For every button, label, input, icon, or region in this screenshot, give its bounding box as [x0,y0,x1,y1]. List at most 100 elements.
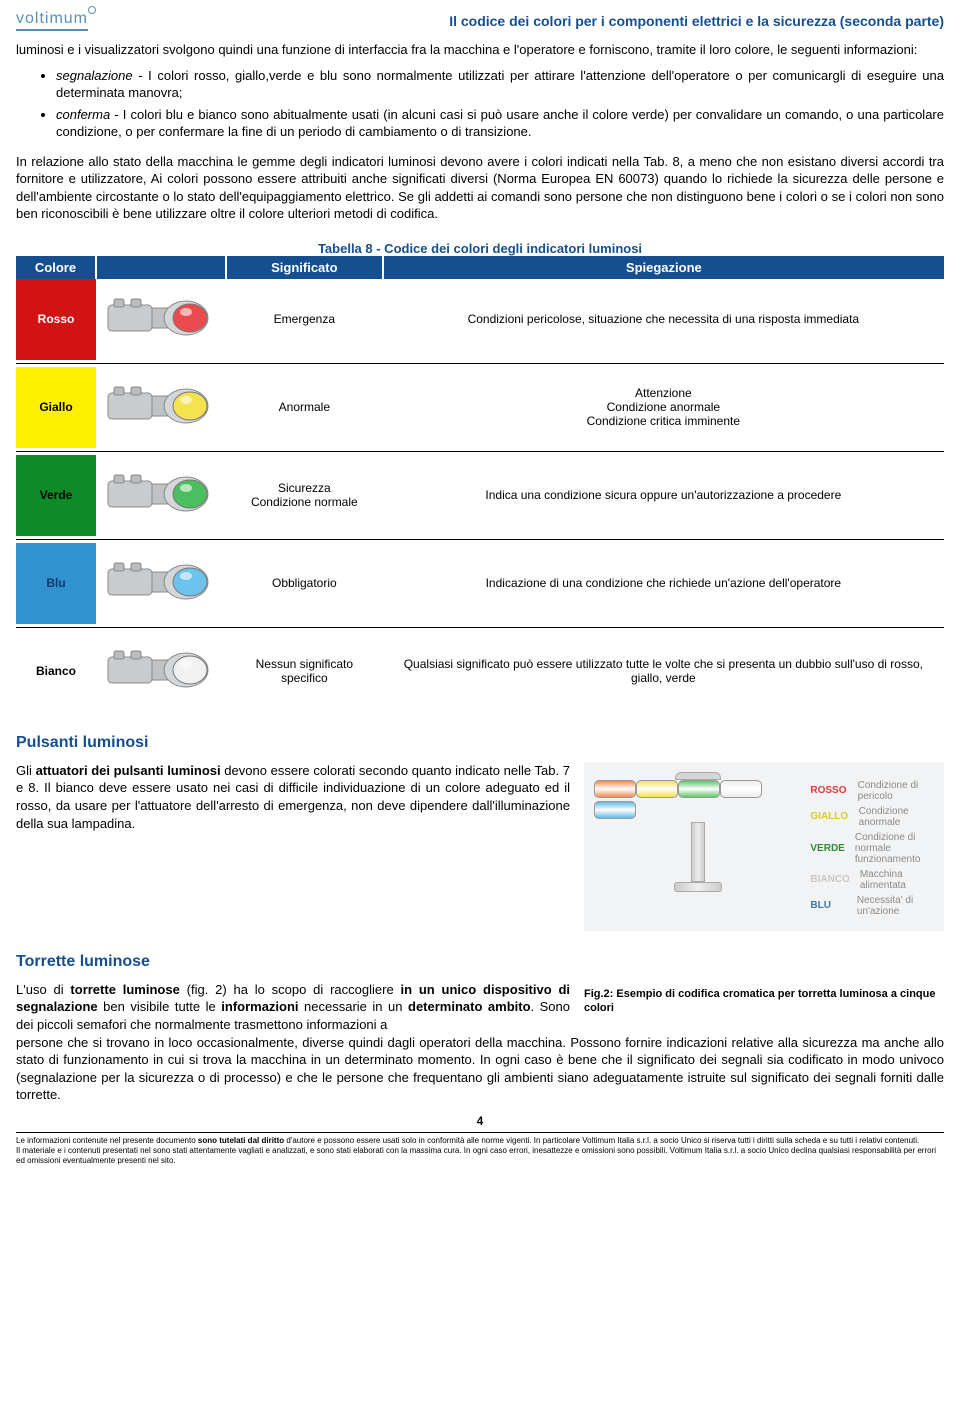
th-image [96,256,226,279]
page-number: 4 [16,1114,944,1128]
th-significato: Significato [226,256,383,279]
doc-title: Il codice dei colori per i componenti el… [449,13,944,29]
th-colore: Colore [16,256,96,279]
tower-base [674,882,722,892]
tower-desc: Condizione di normale funzionamento [855,832,934,865]
tower-desc: Condizione anormale [859,806,934,828]
indicator-cell [96,279,226,360]
significato-cell: Sicurezza Condizione normale [226,455,383,536]
table-row: RossoEmergenzaCondizioni pericolose, sit… [16,279,944,360]
fig2-caption: Fig.2: Esempio di codifica cromatica per… [584,987,944,1016]
bullet-item: segnalazione - I colori rosso, giallo,ve… [56,67,944,102]
tower-label: GIALLO [810,811,848,822]
tower-figure: ROSSO Condizione di pericolo GIALLO Condizi… [584,762,944,931]
f: Le informazioni contenute nel presente d… [16,1136,198,1145]
divider-row [16,624,944,631]
spiegazione-cell: Indicazione di una condizione che richie… [383,543,944,624]
tower-desc: Condizione di pericolo [858,780,934,802]
f: d'autore e possono essere usati solo in … [284,1136,919,1145]
torrette-text-2: persone che si trovano in loco occasiona… [16,1034,944,1104]
t: necessarie in un [299,999,408,1014]
pulsanti-text: Gli attuatori dei pulsanti luminosi devo… [16,762,570,931]
paragraph-2: In relazione allo stato della macchina l… [16,153,944,223]
t: L'uso di [16,982,70,997]
page-header: voltimum Il codice dei colori per i comp… [16,10,944,31]
table-row: Blu ObbligatorioIndicazione di una condiz… [16,543,944,624]
torrette-block: L'uso di torrette luminose (fig. 2) ha l… [16,981,944,1034]
tower-segment [594,801,636,819]
table-row: Giallo AnormaleAttenzione Condizione anor… [16,367,944,448]
tower-label-row: BIANCO Macchina alimentata [810,869,934,891]
f: Il materiale e i contenuti presentati ne… [16,1146,936,1165]
indicator-cell [96,543,226,624]
spiegazione-cell: Attenzione Condizione anormale Condizion… [383,367,944,448]
bullet-text: - I colori blu e bianco sono abitualment… [56,107,944,140]
tower-label-row: VERDE Condizione di normale funzionamento [810,832,934,865]
indicator-cell [96,631,226,712]
bullet-term: segnalazione [56,68,133,83]
tower-label-row: GIALLO Condizione anormale [810,806,934,828]
tower-desc: Necessita' di un'azione [857,895,934,917]
spiegazione-cell: Indica una condizione sicura oppure un'a… [383,455,944,536]
divider-row [16,448,944,455]
bullet-term: conferma [56,107,110,122]
tower-label: VERDE [810,843,844,854]
divider-row [16,360,944,367]
f: sono tutelati dal diritto [198,1136,284,1145]
tower-pole [691,822,705,882]
color-name-cell: Blu [16,543,96,624]
bullet-text: - I colori rosso, giallo,verde e blu son… [56,68,944,101]
tower-segment [720,780,762,798]
tower-label-row: ROSSO Condizione di pericolo [810,780,934,802]
torrette-text-1: L'uso di torrette luminose (fig. 2) ha l… [16,981,570,1034]
significato-cell: Nessun significato specifico [226,631,383,712]
table-caption: Tabella 8 - Codice dei colori degli indi… [16,241,944,256]
pulsanti-block: Gli attuatori dei pulsanti luminosi devo… [16,762,944,931]
table-row: Bianco Nessun significato specificoQualsi… [16,631,944,712]
indicator-icon [106,381,216,431]
spiegazione-cell: Qualsiasi significato può essere utilizz… [383,631,944,712]
significato-cell: Obbligatorio [226,543,383,624]
significato-cell: Emergenza [226,279,383,360]
significato-cell: Anormale [226,367,383,448]
t: informazioni [221,999,298,1014]
t: attuatori dei pulsanti luminosi [36,763,221,778]
section-title-torrette: Torrette luminose [16,953,944,971]
indicator-cell [96,455,226,536]
tower-label-row: BLU Necessita' di un'azione [810,895,934,917]
indicator-icon [106,557,216,607]
section-title-pulsanti: Pulsanti luminosi [16,734,944,752]
footer: Le informazioni contenute nel presente d… [16,1132,944,1166]
t: torrette luminose [70,982,179,997]
table-header-row: Colore Significato Spiegazione [16,256,944,279]
tower-segment [636,780,678,798]
t: (fig. 2) ha lo scopo di raccogliere [180,982,401,997]
tower-label: BLU [810,900,846,911]
tower-segment [594,780,636,798]
fig-caption-box: Fig.2: Esempio di codifica cromatica per… [584,981,944,1034]
t: determinato ambito [408,999,531,1014]
color-name-cell: Verde [16,455,96,536]
color-name-cell: Giallo [16,367,96,448]
tower-label: BIANCO [810,874,849,885]
th-spiegazione: Spiegazione [383,256,944,279]
color-table: Colore Significato Spiegazione Rosso Emer… [16,256,944,712]
indicator-icon [106,293,216,343]
bullet-item: conferma - I colori blu e bianco sono ab… [56,106,944,141]
tower-desc: Macchina alimentata [860,869,934,891]
table-row: Verde Sicurezza Condizione normaleIndica … [16,455,944,536]
tower-segment [678,780,720,798]
indicator-icon [106,645,216,695]
bullet-list: segnalazione - I colori rosso, giallo,ve… [56,67,944,141]
indicator-cell [96,367,226,448]
fig-box: ROSSO Condizione di pericolo GIALLO Condizi… [584,762,944,931]
color-name-cell: Rosso [16,279,96,360]
tower-label: ROSSO [810,785,847,796]
intro-paragraph: luminosi e i visualizzatori svolgono qui… [16,41,944,59]
color-name-cell: Bianco [16,631,96,712]
logo: voltimum [16,10,88,31]
t: ben visibile tutte le [98,999,222,1014]
t: Gli [16,763,36,778]
tower-cap [675,772,721,780]
divider-row [16,536,944,543]
